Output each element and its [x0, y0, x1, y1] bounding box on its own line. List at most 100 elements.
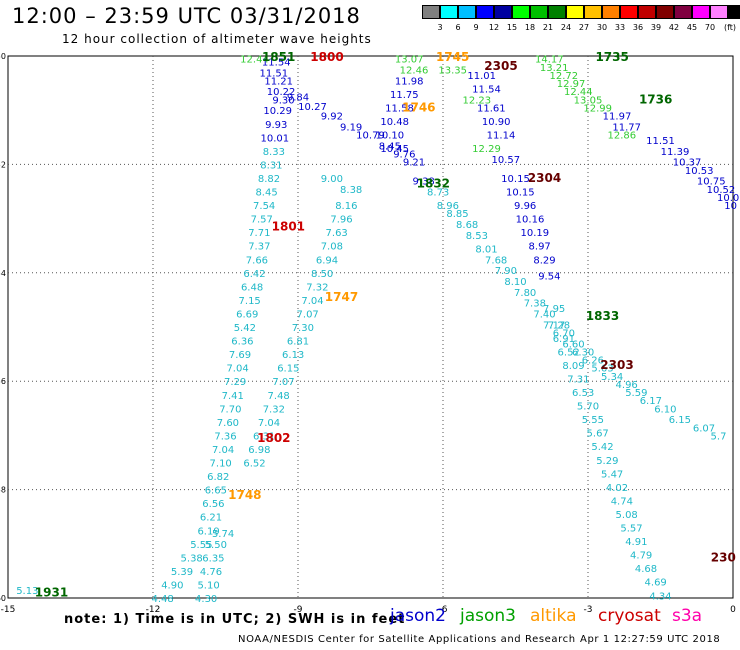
data-point-other: 4.79	[630, 551, 652, 562]
data-point-jason3: 12.97	[557, 79, 586, 90]
data-point-other: 6.26	[582, 356, 604, 367]
data-point-jason2: 10.52	[707, 185, 736, 196]
data-point-other: 6.42	[243, 269, 265, 280]
pass-time-label: 1735	[595, 50, 628, 64]
data-point-other: 6.10	[654, 404, 676, 415]
color-scale-label: 15	[506, 23, 518, 32]
data-point-other: 8.50	[311, 269, 333, 280]
data-point-other: 5.67	[587, 429, 609, 440]
pass-time-label: 1800	[310, 50, 343, 64]
data-point-other: 8.16	[335, 201, 357, 212]
data-point-other: 4.74	[611, 496, 633, 507]
color-scale-label: 3	[437, 23, 443, 32]
data-point-other: 7.95	[543, 304, 565, 315]
pass-time-label: 2305	[484, 59, 517, 73]
data-point-jason3: 12.72	[550, 71, 579, 82]
data-point-other: 8.38	[340, 185, 362, 196]
pass-time-label: 1832	[417, 176, 450, 190]
data-point-other: 7.08	[321, 242, 343, 253]
data-point-other: 5.57	[620, 524, 642, 535]
data-point-jason2: 10.01	[260, 133, 289, 144]
data-point-other: 6.52	[243, 459, 265, 470]
data-point-other: 7.37	[248, 242, 270, 253]
pass-time-label: 1748	[228, 488, 261, 502]
pass-time-label: 1736	[639, 92, 672, 106]
data-point-other: 7.15	[239, 296, 261, 307]
x-tick-label: -12	[146, 605, 161, 615]
legend-item-s3a: s3a	[672, 606, 703, 626]
data-point-other: 4.34	[649, 591, 671, 602]
data-point-other: 6.30	[572, 347, 594, 358]
color-scale-label: (ft)	[723, 23, 737, 32]
pass-time-label: 2303	[600, 358, 633, 372]
data-point-other: 7.48	[268, 391, 290, 402]
data-point-jason3: 13.07	[395, 55, 424, 66]
data-point-jason3: 12.44	[564, 87, 593, 98]
data-point-jason2: 11.01	[467, 71, 496, 82]
data-point-jason2: 9.84	[287, 93, 309, 104]
data-point-other: 4.90	[161, 580, 183, 591]
color-scale-label: 36	[632, 23, 644, 32]
data-point-other: 5.10	[197, 580, 219, 591]
data-point-jason2: 11.97	[603, 112, 632, 123]
data-point-other: 5.63	[591, 364, 613, 375]
footer-note: note: 1) Time is in UTC; 2) SWH is in fe…	[64, 612, 406, 627]
data-point-jason2: 10.48	[380, 117, 409, 128]
data-point-other: 4.02	[606, 483, 628, 494]
color-scale-label: 42	[668, 23, 680, 32]
data-point-other: 7.04	[258, 418, 280, 429]
data-point-jason2: 9.93	[265, 120, 287, 131]
x-tick-label: -15	[1, 605, 16, 615]
color-scale-swatch	[530, 5, 548, 19]
data-point-other: 6.94	[316, 255, 338, 266]
data-point-other: 4.96	[616, 380, 638, 391]
data-point-other: 6.19	[197, 526, 219, 537]
data-point-other: 7.04	[226, 364, 248, 375]
data-point-other: 5.59	[625, 388, 647, 399]
data-point-other: 8.01	[475, 244, 497, 255]
data-point-jason2: 8.29	[533, 255, 555, 266]
data-point-other: 7.69	[229, 350, 251, 361]
pass-time-label: 1802	[257, 431, 290, 445]
data-point-jason2: 10.75	[697, 177, 726, 188]
data-point-other: 6.82	[207, 472, 229, 483]
data-point-jason2: 9.96	[514, 201, 536, 212]
data-point-other: 7.41	[222, 391, 244, 402]
data-point-jason2: 9.76	[393, 150, 415, 161]
data-point-jason2: 10.19	[521, 228, 550, 239]
data-point-jason3: 12.46	[400, 66, 429, 77]
color-scale-swatch	[656, 5, 674, 19]
color-scale-swatch	[710, 5, 728, 19]
page-subtitle: 12 hour collection of altimeter wave hei…	[62, 32, 372, 46]
data-point-other: 8.96	[437, 201, 459, 212]
pass-time-label: 1801	[272, 220, 305, 234]
data-point-other: 5.7	[711, 431, 727, 442]
data-point-other: 6.81	[287, 337, 309, 348]
data-point-other: 7.04	[212, 445, 234, 456]
data-point-jason2: 11.61	[477, 103, 506, 114]
data-point-other: 6.21	[200, 513, 222, 524]
data-point-other: 7.66	[246, 255, 268, 266]
data-point-jason2: 10.0	[717, 193, 739, 204]
y-tick-label: -56	[0, 377, 6, 386]
data-point-jason3: 12.23	[463, 95, 492, 106]
data-point-jason2: 9.19	[340, 122, 362, 133]
color-scale-swatch	[458, 5, 476, 19]
data-point-jason3: 14.17	[535, 55, 564, 66]
data-point-other: 6.48	[241, 282, 263, 293]
data-point-other: 6.13	[282, 350, 304, 361]
data-point-jason2: 10.53	[685, 166, 714, 177]
data-point-other: 4.76	[200, 567, 222, 578]
data-point-other: 5.50	[205, 540, 227, 551]
color-scale-swatch	[512, 5, 530, 19]
data-point-other: 6.65	[205, 486, 227, 497]
data-point-jason2: 10.22	[267, 87, 296, 98]
data-point-other: 6.56	[202, 499, 224, 510]
x-tick-label: 0	[730, 605, 736, 615]
data-point-other: 8.85	[446, 209, 468, 220]
data-point-other: 9.00	[321, 174, 343, 185]
data-point-other: 6.91	[553, 334, 575, 345]
x-tick-label: -3	[584, 605, 593, 615]
data-point-jason2: 10.90	[482, 117, 511, 128]
y-tick-label: -54	[0, 269, 6, 278]
